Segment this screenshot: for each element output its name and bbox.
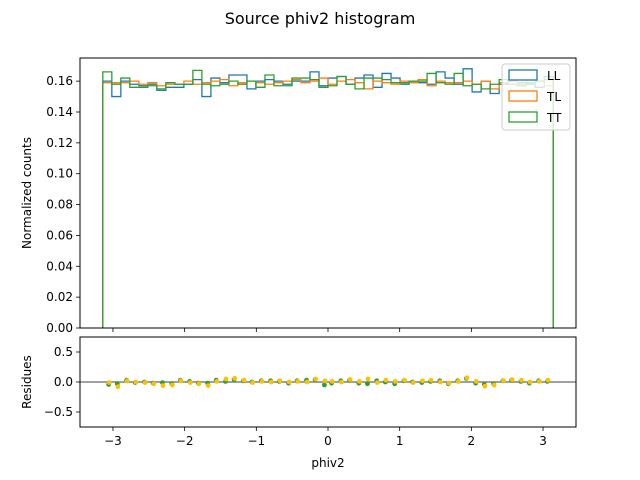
histogram-y-tick-label: 0.12 — [46, 136, 73, 150]
residue-point-b — [160, 383, 166, 388]
residue-point-b — [420, 378, 425, 384]
residue-point-b — [241, 377, 247, 383]
residue-point-b — [151, 381, 157, 387]
legend-swatch — [508, 90, 538, 102]
residues-x-tick-label: −1 — [247, 434, 265, 448]
residue-point-b — [455, 379, 461, 384]
residue-point-b — [259, 379, 265, 384]
legend-label: TT — [546, 111, 562, 125]
residue-point-b — [295, 379, 301, 384]
residue-point-b — [519, 377, 524, 383]
residue-point-b — [250, 380, 256, 385]
legend-swatch — [508, 69, 538, 81]
legend-item-ll[interactable]: LL — [508, 69, 561, 83]
residue-point-b — [214, 379, 220, 384]
residue-point-a — [322, 382, 327, 388]
histogram-panel: 0.00 0.02 0.04 0.06 0.08 0.10 0.12 0.14 0.16 Nor… — [20, 57, 577, 335]
residue-point-b — [428, 377, 434, 383]
residue-point-b — [304, 379, 310, 385]
histogram-x-ticks — [112, 328, 544, 332]
residues-axes-frame — [79, 336, 577, 428]
histogram-y-tick-label: 0.14 — [46, 105, 73, 119]
residue-point-b — [446, 380, 452, 386]
residue-point-b — [365, 376, 371, 382]
residue-point-b — [223, 376, 229, 382]
residue-point-b — [124, 378, 130, 384]
residue-point-b — [133, 379, 139, 385]
residue-point-b — [339, 379, 344, 385]
histogram-y-tick-label: 0.00 — [46, 321, 73, 335]
residue-point-b — [527, 379, 533, 385]
histogram-y-tick-label: 0.10 — [46, 167, 73, 181]
residue-point-b — [482, 383, 488, 389]
residue-point-b — [491, 382, 497, 388]
legend[interactable]: LL TL TT — [501, 63, 571, 131]
residue-point-b — [383, 377, 389, 383]
residue-point-b — [322, 378, 328, 384]
histogram-y-tick-label: 0.16 — [46, 74, 73, 88]
residue-point-b — [169, 382, 175, 388]
legend-label: TL — [546, 90, 561, 104]
residue-point-b — [329, 379, 335, 384]
residue-point-b — [464, 375, 470, 381]
histogram-plot-area — [80, 58, 576, 328]
residue-point-b — [115, 384, 121, 390]
residues-y-tick-label: 0.5 — [54, 345, 73, 359]
residue-point-b — [313, 376, 319, 382]
residues-x-tick-label: 0 — [324, 434, 332, 448]
histogram-y-tick-label: 0.02 — [46, 290, 73, 304]
residue-point-b — [392, 379, 398, 384]
residue-point-b — [268, 379, 274, 385]
residue-point-b — [205, 383, 211, 388]
residues-y-tick-label: −0.5 — [44, 405, 73, 419]
histogram-y-tick-label: 0.04 — [46, 259, 73, 273]
legend-swatch — [508, 111, 538, 123]
residues-y-tick-label: 0.0 — [54, 375, 73, 389]
residue-point-b — [438, 379, 443, 385]
residue-point-b — [196, 381, 202, 387]
residue-point-b — [347, 377, 353, 382]
residue-point-b — [178, 378, 184, 384]
residue-point-b — [536, 379, 542, 384]
histogram-y-ticks: 0.00 0.02 0.04 0.06 0.08 0.10 0.12 0.14 0.16 — [46, 74, 80, 335]
residues-x-tick-label: −2 — [176, 434, 194, 448]
residue-point-b — [106, 380, 112, 385]
residues-points-group — [106, 375, 551, 390]
histogram-y-tick-label: 0.06 — [46, 228, 73, 242]
residues-panel: −0.5 0.0 0.5 −3 −2 −1 0 1 2 3 Residues phiv2 — [20, 336, 577, 470]
legend-item-tt[interactable]: TT — [508, 111, 562, 125]
residue-point-b — [374, 380, 380, 385]
residue-point-a — [365, 381, 370, 387]
residues-x-tick-label: 2 — [468, 434, 476, 448]
histogram-series-group — [102, 68, 554, 328]
residues-x-ticks: −3 −2 −1 0 1 2 3 — [104, 427, 547, 448]
residues-y-axis-label: Residues — [20, 355, 34, 409]
residue-point-b — [473, 379, 479, 384]
residue-point-b — [410, 380, 416, 385]
residue-point-b — [402, 377, 407, 383]
figure-title: Source phiv2 histogram — [225, 9, 416, 28]
residue-point-b — [286, 379, 292, 385]
residue-point-b — [142, 380, 148, 385]
residues-x-tick-label: 1 — [396, 434, 404, 448]
residue-point-b — [187, 380, 193, 385]
legend-item-tl[interactable]: TL — [508, 90, 561, 104]
histogram-y-axis-label: Normalized counts — [20, 137, 34, 249]
residues-x-tick-label: 3 — [539, 434, 547, 448]
histogram-y-tick-label: 0.08 — [46, 198, 73, 212]
residue-point-b — [545, 377, 551, 383]
residue-point-b — [277, 378, 283, 384]
residues-y-ticks: −0.5 0.0 0.5 — [44, 345, 80, 419]
histogram-series-tt — [102, 69, 554, 328]
residue-point-b — [232, 376, 238, 381]
legend-label: LL — [547, 69, 561, 83]
residue-point-b — [501, 378, 506, 384]
residue-point-b — [509, 377, 515, 382]
histogram-series-tl — [102, 77, 554, 328]
residue-point-b — [357, 379, 362, 384]
residues-x-axis-label: phiv2 — [311, 456, 344, 470]
residues-x-tick-label: −3 — [104, 434, 122, 448]
histogram-axes-frame — [79, 57, 577, 329]
